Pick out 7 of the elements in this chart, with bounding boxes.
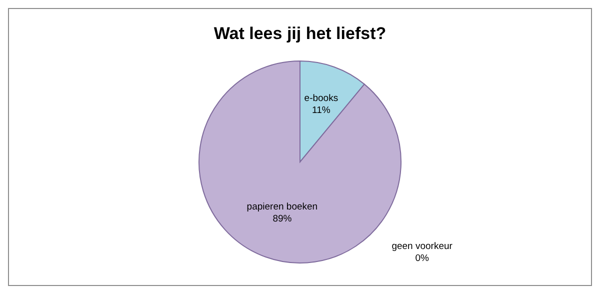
text: 0% xyxy=(415,252,429,264)
data-label: 89% xyxy=(272,213,292,224)
chart-title: Wat lees jij het liefst? xyxy=(214,24,386,43)
slice-label: papieren boeken xyxy=(246,202,318,213)
data-label: 11% xyxy=(312,105,331,116)
slice-label: e-books xyxy=(304,93,338,104)
category-label: geen voorkeur xyxy=(392,240,452,252)
